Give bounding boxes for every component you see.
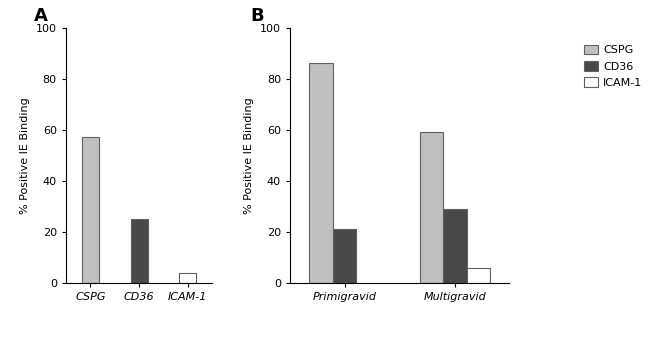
Legend: CSPG, CD36, ICAM-1: CSPG, CD36, ICAM-1: [580, 40, 647, 92]
Y-axis label: % Positive IE Binding: % Positive IE Binding: [244, 97, 254, 214]
Bar: [444, 209, 467, 283]
Bar: [179, 273, 196, 283]
Y-axis label: % Positive IE Binding: % Positive IE Binding: [20, 97, 30, 214]
Bar: [82, 137, 99, 283]
Bar: [310, 63, 333, 283]
Bar: [130, 219, 148, 283]
Text: A: A: [34, 7, 47, 25]
Bar: [467, 268, 490, 283]
Bar: [333, 229, 357, 283]
Text: B: B: [250, 7, 264, 25]
Bar: [420, 132, 444, 283]
